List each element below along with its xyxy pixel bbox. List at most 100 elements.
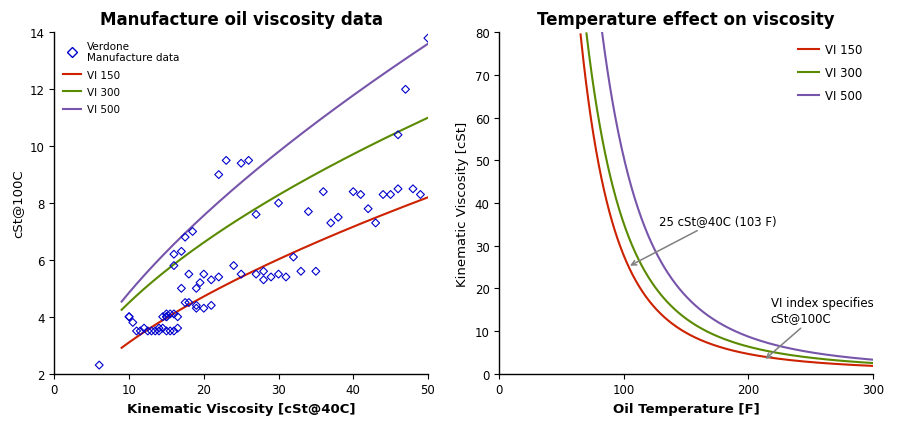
Point: [156, 325, 170, 332]
Legend: VI 150, VI 300, VI 500: VI 150, VI 300, VI 500: [793, 39, 867, 108]
Point: [144, 328, 158, 334]
Point: [182, 299, 196, 306]
Line: VI 500: VI 500: [602, 34, 873, 360]
Point: [413, 192, 428, 199]
Legend: Verdone
Manufacture data, VI 150, VI 300, VI 500: Verdone Manufacture data, VI 150, VI 300…: [59, 39, 182, 118]
Point: [166, 311, 181, 317]
Point: [175, 248, 189, 255]
Point: [293, 268, 308, 275]
Point: [133, 328, 148, 334]
VI 150: [575, 33, 586, 38]
Point: [166, 328, 181, 334]
Point: [148, 328, 162, 334]
Point: [271, 200, 285, 207]
Point: [170, 325, 184, 332]
VI 500: [662, 270, 673, 275]
Point: [122, 314, 136, 320]
VI 150: [868, 363, 878, 368]
Point: [170, 314, 184, 320]
VI 150: [628, 274, 639, 279]
Point: [324, 220, 338, 227]
Point: [204, 302, 219, 309]
Point: [331, 214, 346, 221]
Point: [212, 172, 226, 178]
Point: [182, 271, 196, 278]
X-axis label: Oil Temperature [F]: Oil Temperature [F]: [613, 402, 760, 415]
Line: VI 150: VI 150: [580, 35, 873, 366]
Point: [137, 325, 151, 332]
VI 500: [597, 31, 608, 36]
Text: 25 cSt@40C (103 F): 25 cSt@40C (103 F): [632, 214, 777, 265]
Point: [159, 311, 174, 317]
Point: [130, 328, 144, 334]
Point: [346, 189, 360, 196]
VI 500: [690, 303, 701, 308]
Point: [406, 186, 420, 193]
VI 150: [576, 39, 587, 44]
VI 300: [672, 310, 683, 315]
Point: [234, 271, 248, 278]
VI 500: [856, 356, 867, 361]
Point: [256, 277, 271, 284]
Point: [178, 299, 193, 306]
Point: [193, 279, 207, 286]
Point: [166, 251, 181, 258]
Point: [126, 319, 140, 326]
Point: [178, 234, 193, 241]
Point: [152, 325, 166, 332]
Text: VI index specifies
cSt@100C: VI index specifies cSt@100C: [767, 296, 874, 358]
Point: [316, 189, 330, 196]
Point: [249, 271, 264, 278]
VI 150: [615, 245, 626, 250]
Point: [383, 192, 398, 199]
Point: [163, 311, 177, 317]
VI 300: [718, 337, 729, 342]
X-axis label: Kinematic Viscosity [cSt@40C]: Kinematic Viscosity [cSt@40C]: [127, 402, 356, 415]
VI 500: [680, 293, 690, 298]
VI 500: [868, 357, 878, 363]
Point: [264, 274, 278, 281]
Point: [196, 271, 211, 278]
Point: [152, 328, 166, 334]
Point: [391, 132, 405, 139]
Point: [249, 211, 264, 218]
VI 300: [691, 324, 702, 329]
Y-axis label: Kinematic Viscosity [cSt]: Kinematic Viscosity [cSt]: [456, 121, 469, 286]
Point: [241, 158, 256, 164]
Point: [156, 314, 170, 320]
Point: [361, 206, 375, 213]
Point: [234, 161, 248, 167]
Point: [227, 262, 241, 269]
Point: [279, 274, 293, 281]
VI 300: [581, 32, 592, 37]
Point: [185, 228, 200, 235]
Point: [204, 277, 219, 284]
Title: Temperature effect on viscosity: Temperature effect on viscosity: [537, 11, 835, 29]
Point: [420, 36, 435, 43]
Point: [399, 86, 413, 93]
Point: [122, 314, 136, 320]
VI 150: [670, 323, 680, 328]
Point: [189, 302, 203, 309]
Point: [163, 328, 177, 334]
Point: [391, 186, 405, 193]
Point: [189, 305, 203, 312]
VI 300: [716, 336, 727, 341]
Point: [368, 220, 382, 227]
Point: [354, 192, 368, 199]
Y-axis label: cSt@100C: cSt@100C: [11, 169, 24, 238]
Point: [175, 285, 189, 292]
Title: Manufacture oil viscosity data: Manufacture oil viscosity data: [100, 11, 382, 29]
VI 500: [710, 319, 721, 324]
Point: [286, 254, 301, 261]
Point: [159, 314, 174, 320]
Point: [302, 209, 316, 216]
Line: VI 300: VI 300: [587, 35, 873, 363]
VI 300: [686, 320, 697, 325]
Point: [159, 314, 174, 320]
Point: [140, 328, 155, 334]
Point: [376, 192, 391, 199]
Point: [189, 285, 203, 292]
VI 300: [752, 346, 762, 351]
VI 150: [659, 315, 670, 320]
